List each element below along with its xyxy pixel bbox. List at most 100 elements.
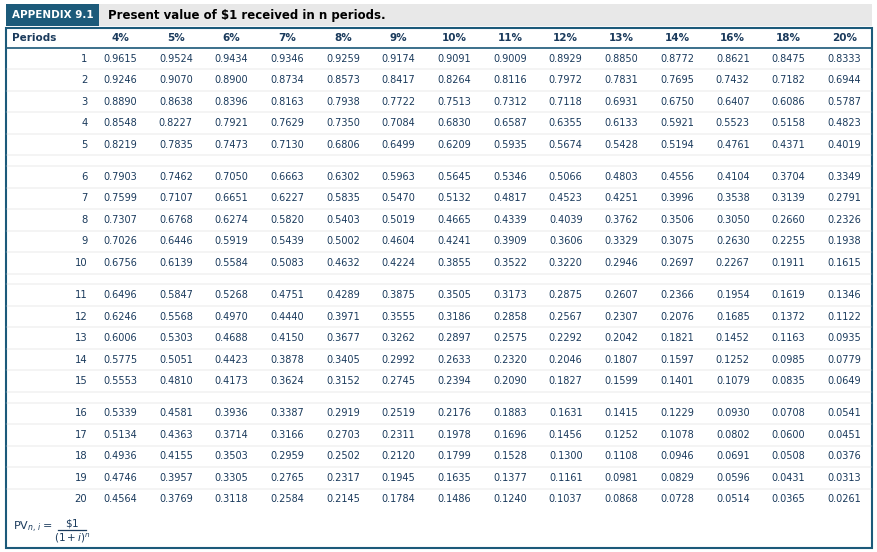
Text: 12: 12 — [75, 312, 87, 322]
Text: 0.4970: 0.4970 — [215, 312, 248, 322]
Text: 0.0376: 0.0376 — [826, 452, 860, 461]
Text: 0.3769: 0.3769 — [159, 494, 193, 505]
Text: 0.9091: 0.9091 — [437, 54, 471, 63]
Text: 0.0313: 0.0313 — [826, 473, 860, 483]
Text: 0.3677: 0.3677 — [325, 333, 360, 343]
Text: 0.3118: 0.3118 — [215, 494, 248, 505]
Text: 0.5674: 0.5674 — [548, 140, 582, 150]
Text: 0.3936: 0.3936 — [215, 408, 248, 418]
Text: 0.5775: 0.5775 — [103, 354, 137, 364]
Text: 0.4224: 0.4224 — [381, 258, 415, 268]
Text: 0.5568: 0.5568 — [159, 312, 193, 322]
Text: 0.9009: 0.9009 — [493, 54, 526, 63]
Text: 0.8264: 0.8264 — [437, 75, 471, 85]
Text: 0.7350: 0.7350 — [325, 118, 360, 128]
Text: 0.1784: 0.1784 — [381, 494, 415, 505]
Text: 8: 8 — [81, 215, 87, 225]
Text: 0.2765: 0.2765 — [270, 473, 304, 483]
Text: 0.8638: 0.8638 — [159, 97, 192, 107]
Text: $\$1$: $\$1$ — [65, 517, 79, 529]
Text: 0.0985: 0.0985 — [771, 354, 804, 364]
Text: 0.0779: 0.0779 — [826, 354, 860, 364]
Text: 0.3704: 0.3704 — [771, 172, 804, 182]
Text: 0.6587: 0.6587 — [493, 118, 526, 128]
Text: 0.3506: 0.3506 — [660, 215, 693, 225]
Text: 16: 16 — [75, 408, 87, 418]
Text: 0.4632: 0.4632 — [325, 258, 360, 268]
Text: 0.3503: 0.3503 — [215, 452, 248, 461]
Text: 0.1252: 0.1252 — [603, 430, 638, 440]
Text: 0.2120: 0.2120 — [381, 452, 415, 461]
Text: 0.1685: 0.1685 — [715, 312, 749, 322]
Text: 0.5439: 0.5439 — [270, 236, 303, 246]
Text: 0.0829: 0.0829 — [660, 473, 693, 483]
Text: 0.3152: 0.3152 — [325, 376, 360, 386]
Text: 0.3139: 0.3139 — [771, 193, 804, 204]
Text: 11%: 11% — [497, 33, 522, 43]
Text: 0.6302: 0.6302 — [325, 172, 360, 182]
Text: 0.6209: 0.6209 — [437, 140, 471, 150]
Text: 0.7307: 0.7307 — [103, 215, 137, 225]
Text: 0.0835: 0.0835 — [771, 376, 804, 386]
Text: 0.2311: 0.2311 — [381, 430, 415, 440]
Text: 16%: 16% — [719, 33, 745, 43]
Text: 0.4150: 0.4150 — [270, 333, 303, 343]
Text: 0.9346: 0.9346 — [270, 54, 303, 63]
Text: 0.6750: 0.6750 — [660, 97, 693, 107]
Text: 0.8417: 0.8417 — [381, 75, 415, 85]
Text: 0.2697: 0.2697 — [660, 258, 693, 268]
Text: 0.6274: 0.6274 — [214, 215, 248, 225]
Text: 10%: 10% — [441, 33, 467, 43]
Text: 0.1456: 0.1456 — [548, 430, 582, 440]
Text: 0.0868: 0.0868 — [604, 494, 638, 505]
Text: 0.7921: 0.7921 — [214, 118, 248, 128]
Text: 0.2046: 0.2046 — [548, 354, 582, 364]
Text: 0.9434: 0.9434 — [215, 54, 248, 63]
Text: 0.8548: 0.8548 — [103, 118, 137, 128]
Text: 0.0708: 0.0708 — [771, 408, 804, 418]
Bar — [6, 4, 99, 26]
Text: 0.3220: 0.3220 — [548, 258, 582, 268]
Text: 11: 11 — [75, 290, 87, 300]
Text: 8%: 8% — [333, 33, 352, 43]
Text: 0.5303: 0.5303 — [159, 333, 193, 343]
Text: 0.0728: 0.0728 — [660, 494, 693, 505]
Text: 3: 3 — [81, 97, 87, 107]
Text: 0.1807: 0.1807 — [604, 354, 638, 364]
Text: 0.3762: 0.3762 — [603, 215, 638, 225]
Text: 0.3855: 0.3855 — [437, 258, 471, 268]
Text: 0.0649: 0.0649 — [826, 376, 860, 386]
Text: 0.2584: 0.2584 — [270, 494, 303, 505]
Text: 0.5470: 0.5470 — [381, 193, 415, 204]
Text: 0.1161: 0.1161 — [548, 473, 581, 483]
Text: 0.1631: 0.1631 — [548, 408, 581, 418]
Text: 0.1911: 0.1911 — [771, 258, 804, 268]
Text: 0.1954: 0.1954 — [715, 290, 749, 300]
Text: 0.2575: 0.2575 — [492, 333, 526, 343]
Text: 0.8772: 0.8772 — [660, 54, 694, 63]
Text: 0.3305: 0.3305 — [215, 473, 248, 483]
Text: 0.3050: 0.3050 — [715, 215, 749, 225]
Text: 0.1799: 0.1799 — [437, 452, 471, 461]
Text: 0.4371: 0.4371 — [771, 140, 804, 150]
Text: 0.1401: 0.1401 — [660, 376, 693, 386]
Text: 0.7938: 0.7938 — [325, 97, 360, 107]
Text: 0.2292: 0.2292 — [548, 333, 582, 343]
Text: 0.5134: 0.5134 — [103, 430, 137, 440]
Text: 0.2567: 0.2567 — [548, 312, 582, 322]
Text: 0.2090: 0.2090 — [493, 376, 526, 386]
Text: 0.6931: 0.6931 — [604, 97, 638, 107]
Text: 0.7312: 0.7312 — [493, 97, 526, 107]
Text: 0.4173: 0.4173 — [215, 376, 248, 386]
Text: 0.6407: 0.6407 — [715, 97, 749, 107]
Text: 0.0930: 0.0930 — [715, 408, 749, 418]
Text: 0.7130: 0.7130 — [270, 140, 303, 150]
Text: 0.0802: 0.0802 — [715, 430, 749, 440]
Text: 0.8900: 0.8900 — [215, 75, 248, 85]
Text: 1: 1 — [81, 54, 87, 63]
Text: 0.4039: 0.4039 — [548, 215, 581, 225]
Text: 0.4604: 0.4604 — [381, 236, 415, 246]
Text: 6%: 6% — [223, 33, 240, 43]
Text: 0.4665: 0.4665 — [437, 215, 471, 225]
Text: 0.0508: 0.0508 — [771, 452, 804, 461]
